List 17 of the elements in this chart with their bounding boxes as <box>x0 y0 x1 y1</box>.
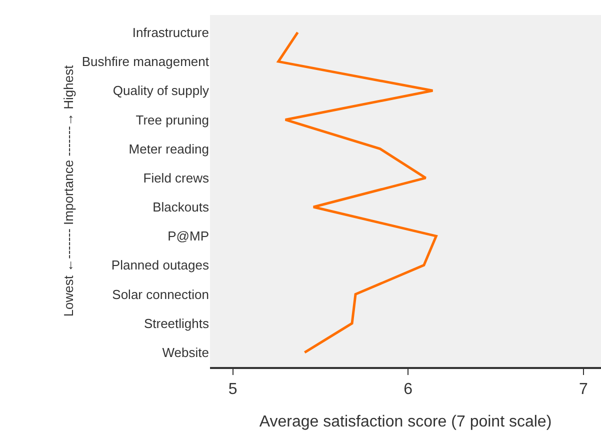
y-tick-label: Field crews <box>143 170 210 186</box>
y-tick-label: Bushfire management <box>82 54 210 70</box>
x-axis-title: Average satisfaction score (7 point scale) <box>259 413 552 430</box>
y-tick-label: Blackouts <box>152 200 210 215</box>
y-tick-label: Planned outages <box>111 258 210 273</box>
y-tick-label: Meter reading <box>128 141 209 156</box>
x-tick-label: 7 <box>579 381 588 398</box>
x-tick-label: 6 <box>404 381 413 398</box>
x-tick-label: 5 <box>228 381 238 398</box>
y-tick-label: Solar connection <box>112 286 209 302</box>
y-tick-label: Quality of supply <box>112 83 210 98</box>
y-tick-label: P@MP <box>168 228 209 244</box>
y-axis-title: Lowest ←------- Importance -------→ Highest <box>60 64 76 317</box>
y-tick-label: Streetlights <box>144 316 210 331</box>
y-tick-label: Website <box>162 345 209 360</box>
y-tick-label: Infrastructure <box>132 25 209 40</box>
y-tick-label: Tree pruning <box>136 112 209 128</box>
